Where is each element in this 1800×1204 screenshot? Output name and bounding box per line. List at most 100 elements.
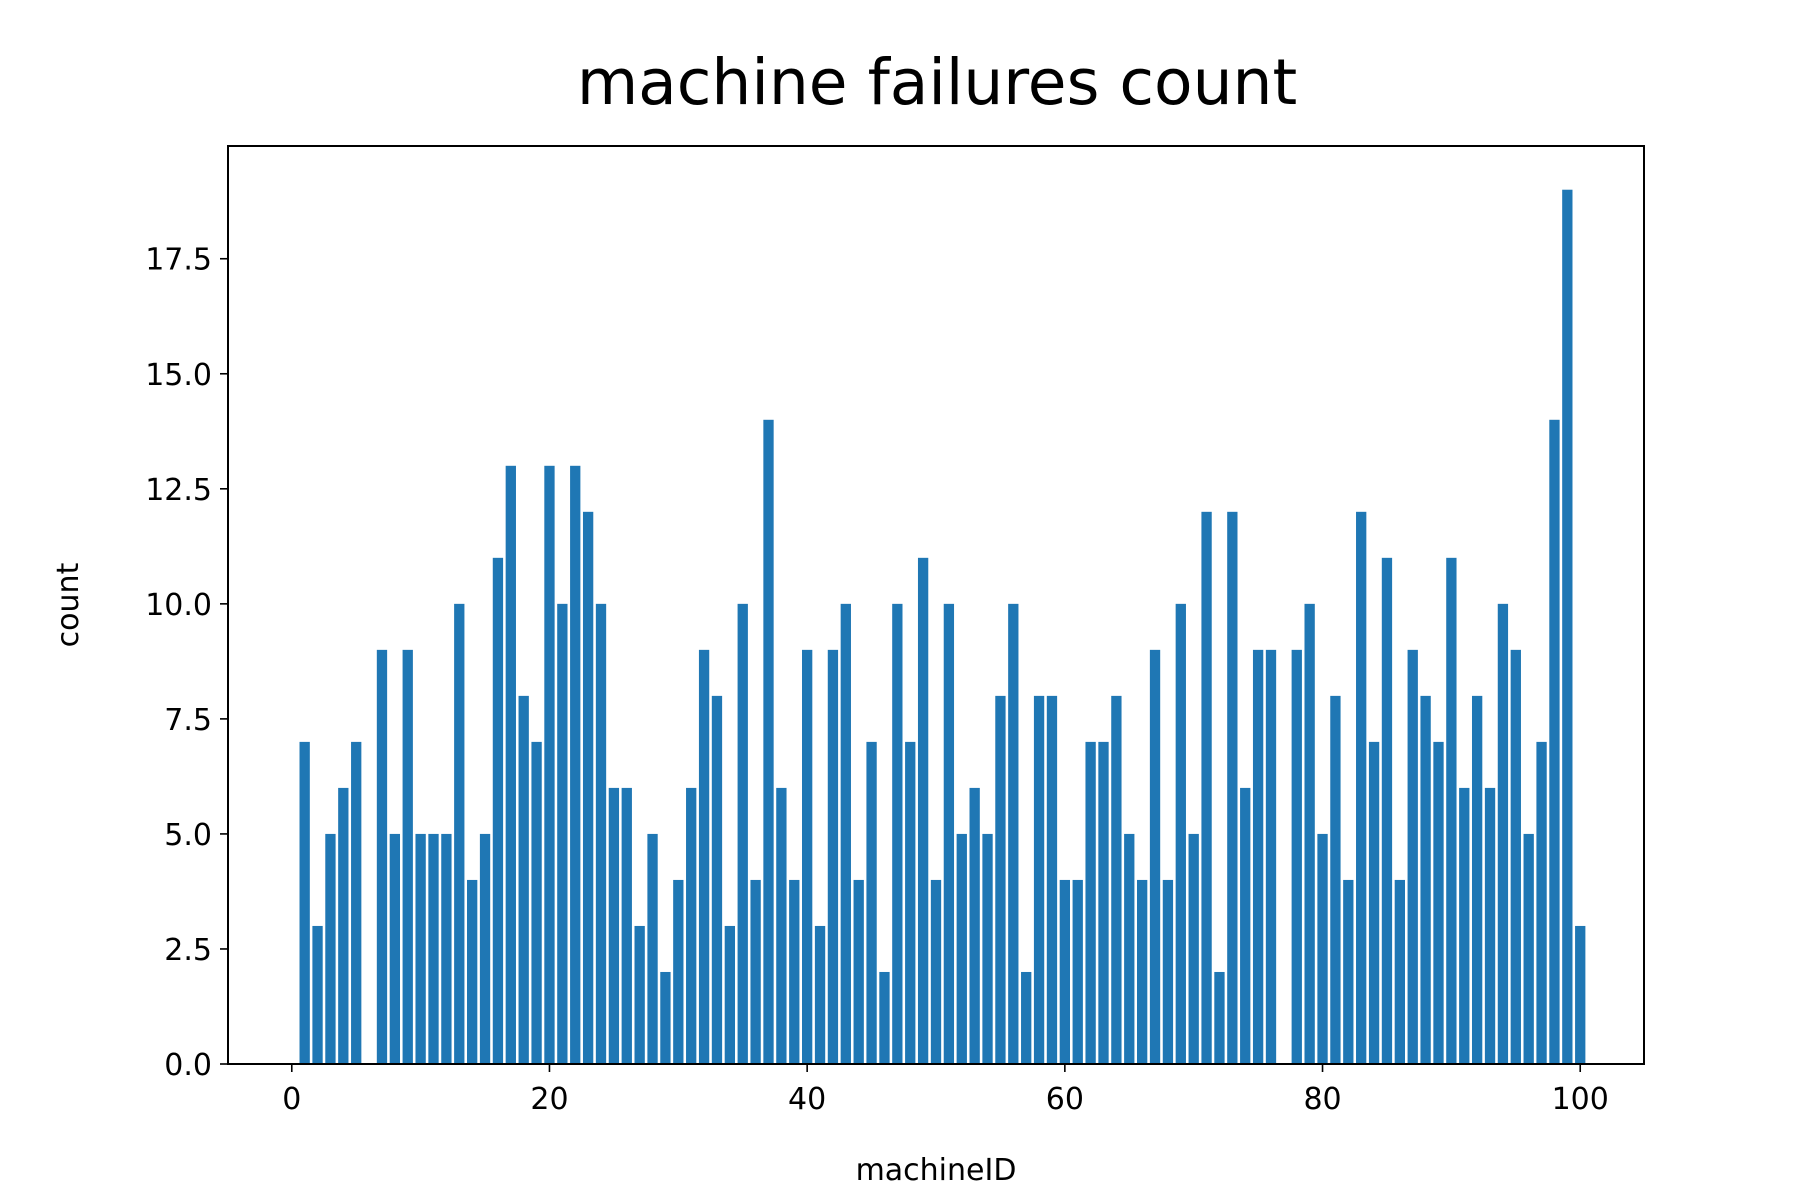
bar-machine-66 (1137, 879, 1148, 1064)
bar-machine-73 (1227, 511, 1238, 1064)
bar-machine-25 (608, 787, 620, 1064)
bar-machine-40 (802, 649, 813, 1064)
bar-machine-45 (866, 741, 877, 1064)
bar-machine-35 (737, 603, 748, 1064)
y-tick-label: 17.5 (145, 243, 212, 278)
bar-machine-33 (711, 695, 723, 1064)
bar-machine-64 (1111, 695, 1122, 1064)
bar-machine-49 (917, 557, 929, 1064)
bar-machine-23 (582, 511, 594, 1064)
bar-machine-3 (325, 833, 336, 1064)
bar-machine-95 (1510, 649, 1521, 1064)
bar-machine-98 (1549, 419, 1560, 1064)
bar-machine-19 (531, 741, 542, 1064)
bar-machine-88 (1420, 695, 1431, 1064)
bar-machine-21 (557, 603, 568, 1064)
bar-machine-11 (428, 833, 439, 1064)
bar-machine-29 (660, 971, 671, 1064)
bar-machine-54 (982, 833, 993, 1064)
bar-machine-82 (1343, 879, 1354, 1064)
bar-machine-39 (789, 879, 800, 1064)
y-tick-label: 15.0 (145, 358, 212, 393)
bar-machine-61 (1072, 879, 1083, 1064)
bar-machine-56 (1008, 603, 1019, 1064)
bar-machine-5 (351, 741, 362, 1064)
y-tick-label: 12.5 (145, 473, 212, 508)
bar-machine-17 (505, 465, 516, 1064)
x-tick-label: 40 (788, 1082, 826, 1117)
bar-machine-100 (1575, 925, 1586, 1064)
bar-machine-28 (647, 833, 658, 1064)
bar-machine-50 (930, 879, 942, 1064)
bar-machine-14 (467, 879, 478, 1064)
bar-machine-68 (1162, 879, 1174, 1064)
bar-machine-93 (1484, 787, 1496, 1064)
bar-machine-58 (1033, 695, 1045, 1064)
bar-machine-43 (840, 603, 851, 1064)
bar-machine-36 (750, 879, 761, 1064)
bar-machine-97 (1536, 741, 1547, 1064)
bar-machine-30 (673, 879, 684, 1064)
bar-machine-70 (1188, 833, 1199, 1064)
bar-machine-20 (544, 465, 555, 1064)
bar-machine-15 (479, 833, 491, 1064)
bar-machine-26 (621, 787, 632, 1064)
bars-group (299, 189, 1586, 1064)
y-tick-label: 0.0 (164, 1048, 212, 1083)
bar-machine-46 (879, 971, 890, 1064)
bar-machine-32 (698, 649, 710, 1064)
bar-machine-92 (1471, 695, 1483, 1064)
bar-machine-52 (956, 833, 967, 1064)
bar-machine-85 (1381, 557, 1393, 1064)
bar-machine-80 (1317, 833, 1328, 1064)
bar-machine-42 (827, 649, 839, 1064)
bar-machine-74 (1240, 787, 1251, 1064)
bar-machine-99 (1562, 189, 1573, 1064)
x-axis-label: machineID (856, 1153, 1017, 1188)
bar-machine-22 (570, 465, 581, 1064)
bar-machine-59 (1046, 695, 1058, 1064)
bar-machine-24 (595, 603, 607, 1064)
bar-machine-69 (1175, 603, 1186, 1064)
bar-machine-27 (634, 925, 645, 1064)
bar-machine-7 (376, 649, 388, 1064)
bar-machine-83 (1356, 511, 1367, 1064)
bar-machine-38 (776, 787, 787, 1064)
x-tick-label: 80 (1303, 1082, 1341, 1117)
x-tick-label: 0 (282, 1082, 301, 1117)
bar-machine-78 (1291, 649, 1302, 1064)
bar-machine-75 (1252, 649, 1264, 1064)
bar-machine-90 (1446, 557, 1457, 1064)
bar-machine-18 (518, 695, 529, 1064)
bar-machine-55 (995, 695, 1006, 1064)
bar-machine-84 (1368, 741, 1380, 1064)
bar-machine-96 (1523, 833, 1534, 1064)
bar-machine-71 (1201, 511, 1212, 1064)
bar-machine-47 (892, 603, 903, 1064)
bar-machine-91 (1459, 787, 1470, 1064)
bar-machine-81 (1330, 695, 1341, 1064)
y-tick-label: 2.5 (164, 933, 212, 968)
bar-machine-65 (1124, 833, 1135, 1064)
bar-machine-13 (454, 603, 465, 1064)
bar-machine-67 (1149, 649, 1161, 1064)
bar-machine-72 (1214, 971, 1225, 1064)
bar-machine-48 (905, 741, 916, 1064)
bar-machine-53 (969, 787, 980, 1064)
bar-machine-37 (763, 419, 774, 1064)
bar-machine-31 (686, 787, 697, 1064)
bar-machine-12 (441, 833, 452, 1064)
bar-machine-86 (1394, 879, 1405, 1064)
bar-machine-79 (1304, 603, 1315, 1064)
bar-machine-2 (312, 925, 323, 1064)
chart-title: machine failures count (577, 46, 1297, 119)
bar-machine-4 (338, 787, 349, 1064)
bar-machine-9 (402, 649, 413, 1064)
bar-machine-44 (853, 879, 864, 1064)
bar-machine-41 (814, 925, 826, 1064)
x-axis: 0 20 40 60 80 100 (282, 1064, 1609, 1117)
bar-machine-89 (1433, 741, 1444, 1064)
bar-machine-34 (724, 925, 736, 1064)
